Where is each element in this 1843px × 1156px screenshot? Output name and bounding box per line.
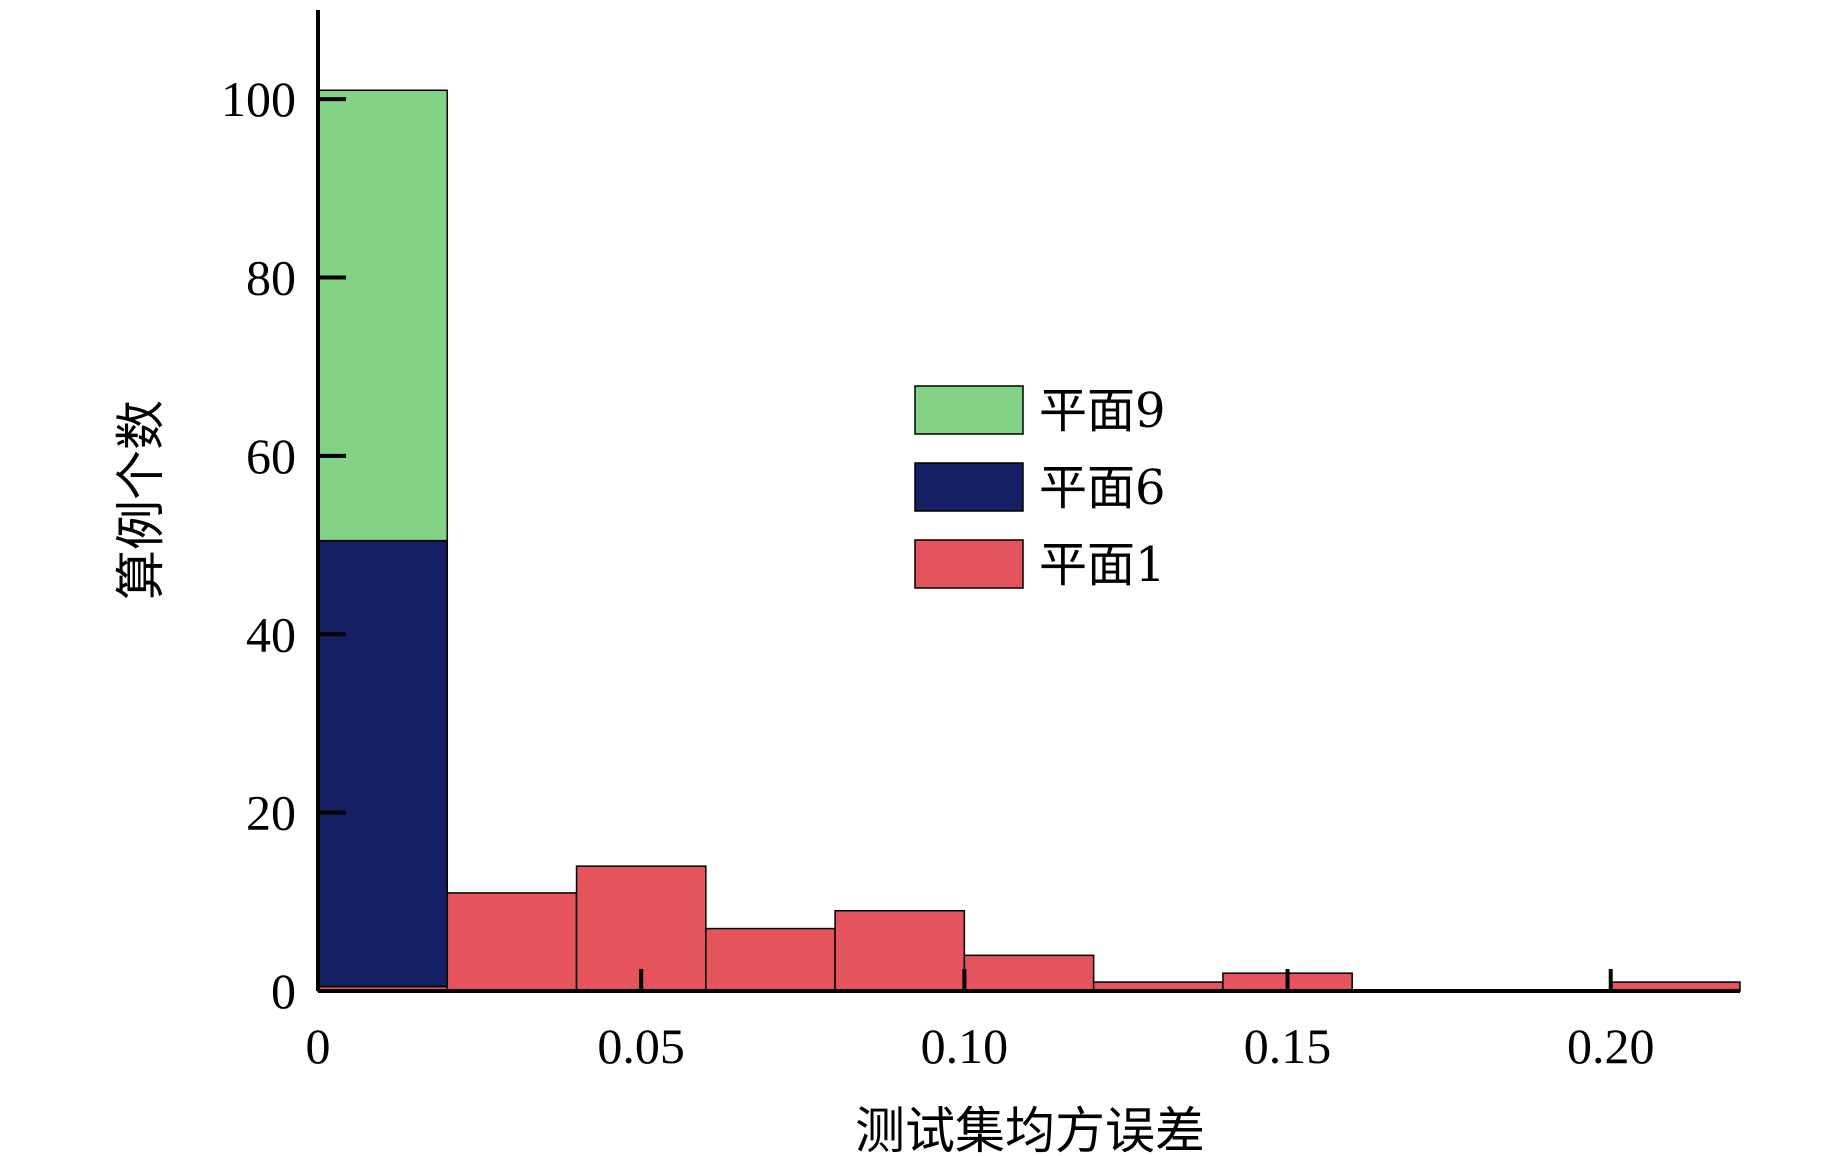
axes-layer: 0 20 40 60 80 100 0 0.05 0.10 0.15 0.20 xyxy=(221,10,1740,1074)
y-axis-title: 算例个数 xyxy=(112,400,170,600)
legend-label: 平面6 xyxy=(1039,460,1166,516)
y-tick-label: 100 xyxy=(221,71,296,127)
x-tick-label: 0.05 xyxy=(597,1018,685,1074)
legend-label: 平面9 xyxy=(1039,383,1166,439)
bar-1-0 xyxy=(317,539,449,988)
y-tick-label: 60 xyxy=(246,428,296,484)
y-tick-label: 40 xyxy=(246,606,296,662)
x-tick-label: 0.20 xyxy=(1567,1018,1655,1074)
bar-0-3 xyxy=(705,927,836,992)
y-tick-label: 80 xyxy=(246,250,296,306)
legend-swatch xyxy=(914,539,1024,589)
legend-swatch xyxy=(914,462,1024,512)
bar-2-0 xyxy=(317,89,449,542)
bars-layer xyxy=(317,89,1741,992)
x-axis-title: 测试集均方误差 xyxy=(855,1102,1205,1156)
bar-0-1 xyxy=(446,892,578,992)
bar-0-5 xyxy=(963,954,1095,992)
y-tick-label: 20 xyxy=(246,785,296,841)
y-tick-label: 0 xyxy=(271,963,296,1019)
legend-label: 平面1 xyxy=(1039,537,1166,593)
legend-swatch xyxy=(914,385,1024,435)
bar-0-4 xyxy=(834,909,966,992)
x-tick-label: 0 xyxy=(306,1018,331,1074)
x-tick-label: 0.10 xyxy=(921,1018,1009,1074)
legend: 平面9 平面6 平面1 xyxy=(914,383,1166,593)
x-tick-label: 0.15 xyxy=(1244,1018,1332,1074)
